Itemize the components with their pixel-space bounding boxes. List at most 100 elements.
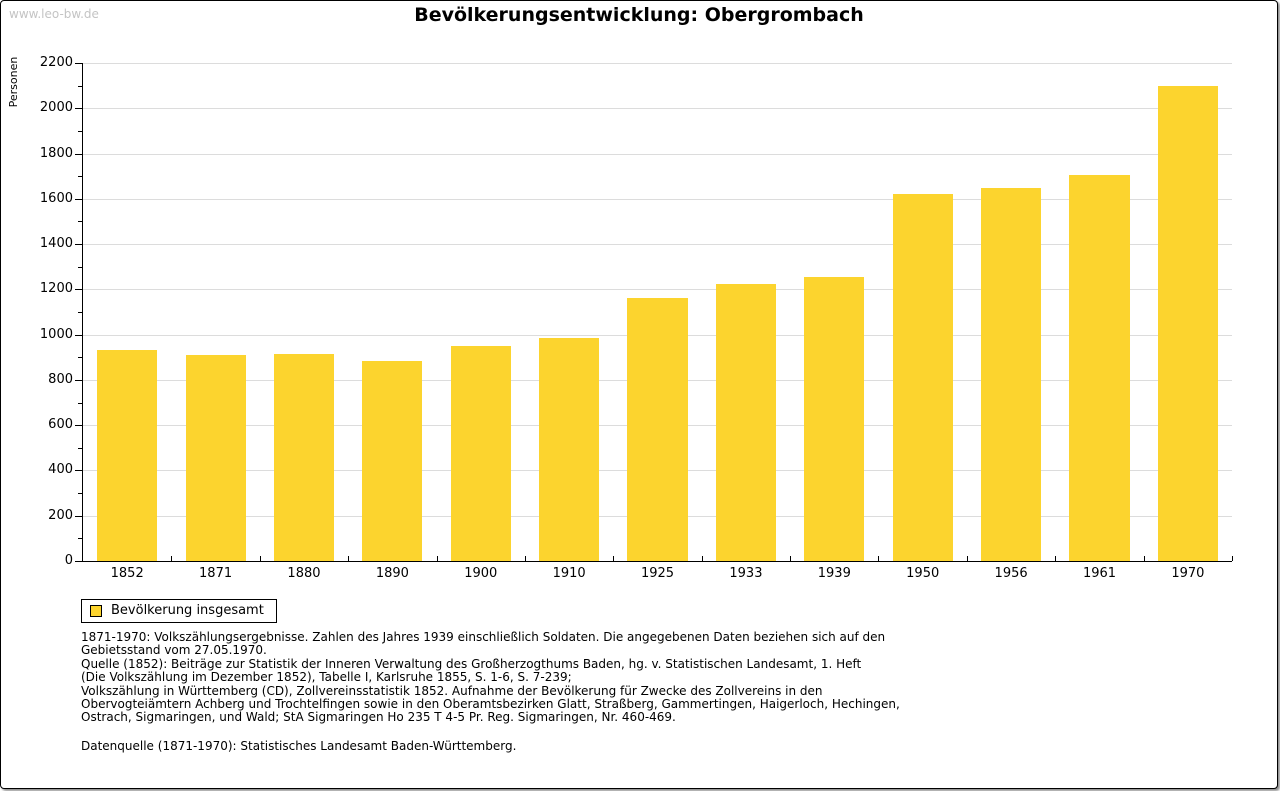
y-tick-1300 [78,266,82,268]
footnote-line-3: Quelle (1852): Beiträge zur Statistik de… [81,656,862,671]
bar-slot-1939 [790,63,878,561]
legend-color-swatch [90,605,102,617]
x-label-1950: 1950 [906,566,940,581]
bar-slot-1910 [525,63,613,561]
x-label-1880: 1880 [287,566,321,581]
footnotes-block: 1871-1970: Volkszählungsergebnisse. Zahl… [81,630,1211,725]
gridline-1600 [83,198,1232,200]
bar-slot-1925 [613,63,701,561]
x-label-1970: 1970 [1171,566,1205,581]
x-tick-7 [701,556,703,561]
bar-slot-1970 [1144,63,1232,561]
y-tick-label-1000: 1000 [39,326,73,342]
bar-slot-1950 [879,63,967,561]
x-label-1961: 1961 [1082,566,1117,581]
y-tick-1000 [75,334,82,336]
bar-1950 [892,194,953,561]
y-tick-label-1600: 1600 [39,190,73,206]
x-label-1852: 1852 [110,566,144,581]
y-tick-label-600: 600 [48,417,73,433]
gridline-2000 [83,108,1232,110]
bar-slot-1890 [348,63,436,561]
y-tick-1100 [78,312,82,313]
bar-1933 [715,283,776,561]
y-tick-600 [75,425,82,427]
bar-1939 [804,276,865,561]
bar-1910 [539,338,600,561]
legend-box: Bevölkerung insgesamt [81,599,277,623]
y-tick-800 [75,379,82,381]
bar-1890 [362,360,423,561]
gridline-1800 [83,153,1232,155]
gridline-1200 [83,289,1232,291]
y-tick-500 [78,447,82,449]
gridline-1400 [83,244,1232,246]
y-tick-100 [78,538,82,540]
page-title: Bevölkerungsentwicklung: Obergrombach [414,4,864,26]
legend-label: Bevölkerung insgesamt [111,603,264,618]
bar-slot-1900 [437,63,525,561]
y-tick-2100 [78,85,82,87]
x-axis-line [82,561,1232,562]
y-tick-1400 [75,244,82,246]
y-tick-700 [78,402,82,404]
x-tick-13 [1232,556,1233,561]
bar-1880 [273,353,335,561]
y-tick-label-2200: 2200 [39,55,73,70]
bar-slot-1956 [967,63,1055,561]
bar-1852 [97,350,158,561]
x-tick-12 [1143,556,1145,561]
y-tick-300 [78,493,82,495]
watermark-url: www.leo-bw.de [9,7,99,21]
y-tick-1700 [78,176,82,178]
y-tick-2200 [75,63,82,64]
x-tick-11 [1055,556,1057,561]
x-tick-2 [259,556,261,561]
x-tick-1 [171,556,173,561]
y-tick-label-400: 400 [48,462,73,478]
x-tick-3 [348,556,350,561]
y-tick-label-800: 800 [48,371,73,387]
y-tick-200 [75,515,82,517]
x-label-1925: 1925 [640,566,675,581]
y-tick-1800 [75,153,82,155]
y-tick-900 [78,357,82,359]
x-label-1900: 1900 [464,566,498,581]
bar-1961 [1069,175,1130,561]
y-tick-label-200: 200 [48,507,73,523]
x-label-1933: 1933 [729,566,763,581]
y-tick-400 [75,470,82,472]
footnote-line-4: (Die Volkszählung im Dezember 1852), Tab… [81,670,572,685]
y-tick-label-1400: 1400 [39,236,73,252]
bar-1900 [450,345,511,561]
x-label-1910: 1910 [552,566,586,581]
y-tick-1600 [75,198,82,200]
footnote-line-6: Obervogteiämtern Achberg und Trochtelfin… [81,697,900,712]
bars-container [83,63,1232,561]
footnote-line-7: Ostrach, Sigmaringen, und Wald; StA Sigm… [81,710,676,725]
y-tick-label-1200: 1200 [39,281,73,297]
footnote-line-2: Gebietsstand vom 27.05.1970. [81,643,267,658]
y-tick-0 [75,561,82,562]
footnote-line-1: 1871-1970: Volkszählungsergebnisse. Zahl… [81,630,886,644]
x-label-1871: 1871 [199,566,233,581]
bar-slot-1961 [1055,63,1143,561]
bar-1956 [981,187,1042,561]
y-tick-label-0: 0 [64,553,73,568]
bar-chart: Personen 0 200 400 600 800 1000 1200 1400 1600 18… [1,1,1277,601]
bar-1925 [627,298,688,561]
x-label-1956: 1956 [994,566,1028,581]
bar-slot-1852 [83,63,171,561]
y-axis-label: Personen [7,56,20,108]
x-tick-6 [613,556,615,561]
y-tick-1200 [75,289,82,291]
bar-1871 [185,355,246,561]
bar-slot-1880 [260,63,348,561]
y-tick-1500 [78,221,82,223]
bar-1970 [1157,85,1218,561]
y-tick-label-2000: 2000 [39,100,73,116]
bar-slot-1933 [702,63,790,561]
x-label-1890: 1890 [375,566,409,581]
x-axis-labels: 1852 1871 1880 1890 1900 1910 1925 1933 1939 1950… [83,565,1232,583]
